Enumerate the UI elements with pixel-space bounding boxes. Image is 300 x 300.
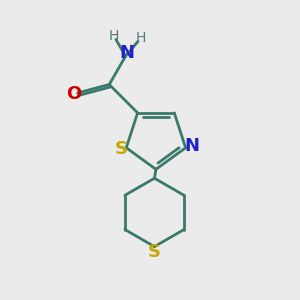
Text: N: N xyxy=(120,44,135,62)
Text: O: O xyxy=(67,85,82,103)
Text: S: S xyxy=(148,243,161,261)
Text: N: N xyxy=(185,137,200,155)
Text: H: H xyxy=(135,32,146,45)
Text: S: S xyxy=(114,140,128,158)
Text: H: H xyxy=(108,29,119,44)
